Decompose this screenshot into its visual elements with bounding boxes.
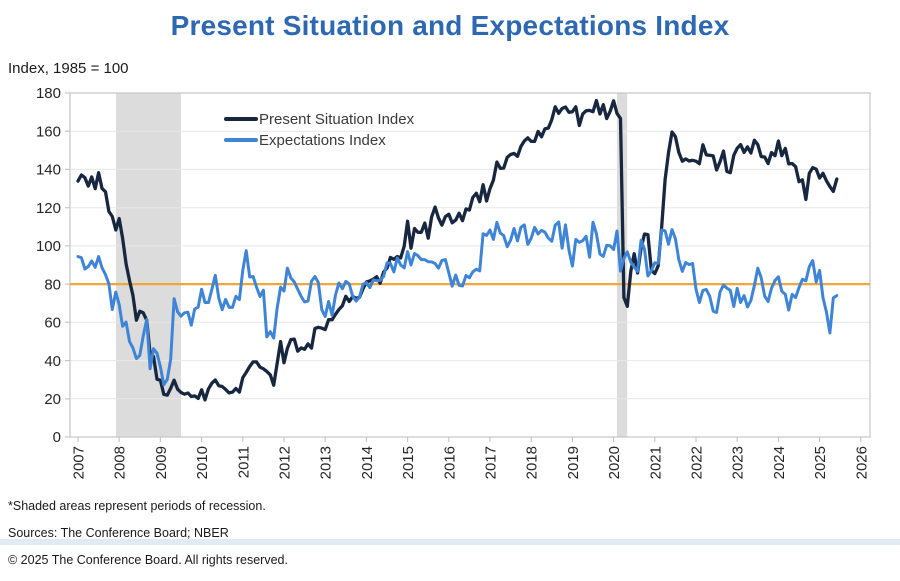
footer-accent-bar	[0, 539, 900, 545]
x-tick-label: 2025	[812, 446, 829, 479]
x-tick-label: 2026	[853, 446, 870, 479]
x-tick-label: 2021	[647, 446, 664, 479]
x-tick-label: 2008	[112, 446, 129, 479]
series-line-present-situation	[76, 98, 839, 402]
footnote-sources: Sources: The Conference Board; NBER	[8, 525, 229, 540]
legend-item-expectations: Expectations Index	[224, 131, 414, 149]
x-tick-label: 2011	[235, 446, 252, 478]
gridlines	[70, 130, 870, 400]
y-tick-label: 120	[36, 200, 61, 217]
chart-legend: Present Situation Index Expectations Ind…	[224, 110, 415, 149]
x-tick-label: 2016	[441, 446, 458, 479]
present-situation-line-swatch	[224, 117, 258, 121]
y-tick-label: 100	[36, 238, 61, 255]
x-tick-label: 2019	[565, 446, 582, 479]
x-tick-label: 2014	[359, 446, 376, 479]
axis-unit-label: Index, 1985 = 100	[8, 60, 129, 77]
x-tick-label: 2013	[318, 446, 335, 479]
x-axis: 2007 2008 2009 2010 2011 2012 2013 2014 2015 2016…	[71, 437, 870, 479]
x-tick-label: 2022	[689, 446, 706, 479]
footnote-copyright: © 2025 The Conference Board. All rights …	[8, 552, 288, 567]
x-tick-label: 2017	[483, 446, 500, 479]
legend-label: Present Situation Index	[259, 110, 415, 128]
y-tick-label: 160	[36, 123, 61, 140]
series-line-expectations	[76, 220, 839, 387]
legend-label: Expectations Index	[259, 131, 386, 149]
x-tick-label: 2023	[730, 446, 747, 479]
y-tick-label: 140	[36, 162, 61, 179]
footnotes: *Shaded areas represent periods of reces…	[8, 486, 288, 581]
x-tick-label: 2024	[771, 446, 788, 479]
y-tick-label: 60	[44, 315, 61, 332]
line-chart: 0 20 40 60 80 100 120 140 160 180 2007 2008 2009 2010…	[36, 85, 871, 479]
x-tick-label: 2007	[71, 446, 88, 479]
footnote-recession: *Shaded areas represent periods of reces…	[8, 498, 266, 513]
legend-item-present-situation: Present Situation Index	[224, 110, 415, 128]
y-axis: 0 20 40 60 80 100 120 140 160 180	[36, 85, 70, 446]
x-tick-label: 2010	[194, 446, 211, 479]
x-tick-label: 2020	[606, 446, 623, 479]
page-title: Present Situation and Expectations Index	[170, 10, 730, 41]
x-tick-label: 2015	[400, 446, 417, 479]
plot-frame	[69, 92, 871, 438]
expectations-line-swatch	[224, 138, 258, 142]
y-tick-label: 0	[53, 429, 61, 446]
y-tick-label: 180	[36, 85, 61, 102]
x-tick-label: 2012	[277, 446, 294, 479]
y-tick-label: 80	[44, 276, 61, 293]
y-tick-label: 40	[44, 353, 61, 370]
x-tick-label: 2018	[524, 446, 541, 479]
x-tick-label: 2009	[153, 446, 170, 479]
y-tick-label: 20	[44, 391, 61, 408]
